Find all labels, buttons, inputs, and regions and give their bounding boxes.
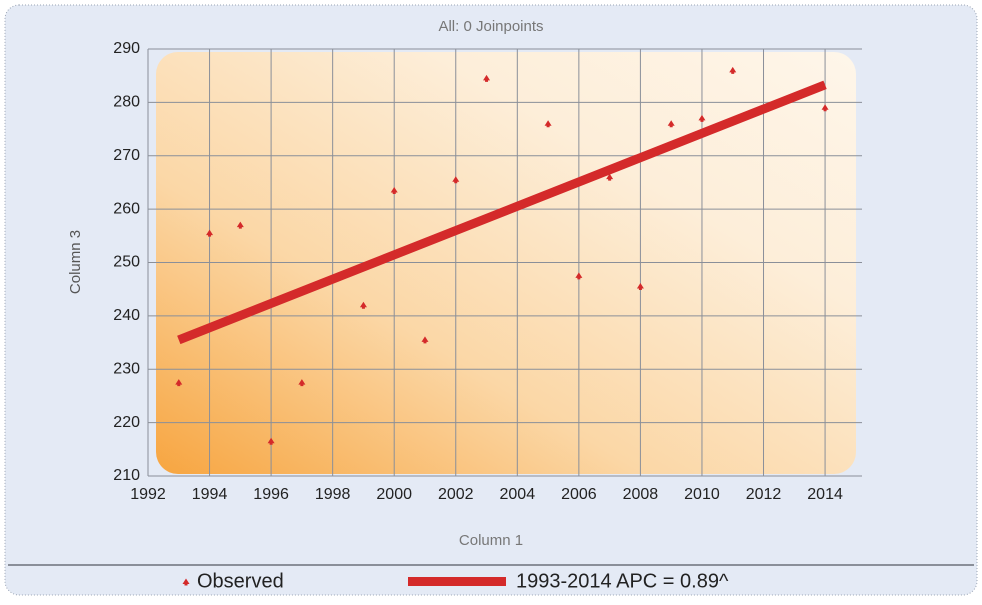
y-tick-label: 280 xyxy=(113,94,140,111)
x-tick-label: 1996 xyxy=(253,486,289,503)
chart-title: All: 0 Joinpoints xyxy=(438,18,543,35)
y-tick-label: 210 xyxy=(113,467,140,484)
y-tick-label: 240 xyxy=(113,307,140,324)
legend-label: 1993-2014 APC = 0.89^ xyxy=(516,570,729,592)
x-tick-label: 2012 xyxy=(746,486,782,503)
x-tick-label: 2000 xyxy=(376,486,412,503)
x-tick-label: 2004 xyxy=(500,486,536,503)
x-tick-label: 2014 xyxy=(807,486,843,503)
legend-label: Observed xyxy=(197,570,284,592)
x-tick-label: 1992 xyxy=(130,486,166,503)
x-axis-label: Column 1 xyxy=(459,532,523,549)
x-tick-label: 1994 xyxy=(192,486,228,503)
y-tick-label: 260 xyxy=(113,200,140,217)
y-tick-label: 250 xyxy=(113,254,140,271)
x-tick-label: 2002 xyxy=(438,486,474,503)
x-tick-label: 1998 xyxy=(315,486,351,503)
x-tick-label: 2008 xyxy=(623,486,659,503)
x-tick-label: 2010 xyxy=(684,486,720,503)
y-tick-label: 230 xyxy=(113,360,140,377)
chart: All: 0 Joinpoints Column 1 Column 3 210 2… xyxy=(0,0,982,600)
y-tick-label: 270 xyxy=(113,147,140,164)
y-axis-label: Column 3 xyxy=(67,230,84,294)
legend-swatch xyxy=(408,577,506,586)
y-tick-label: 220 xyxy=(113,414,140,431)
y-tick-label: 290 xyxy=(113,40,140,57)
x-tick-label: 2006 xyxy=(561,486,597,503)
